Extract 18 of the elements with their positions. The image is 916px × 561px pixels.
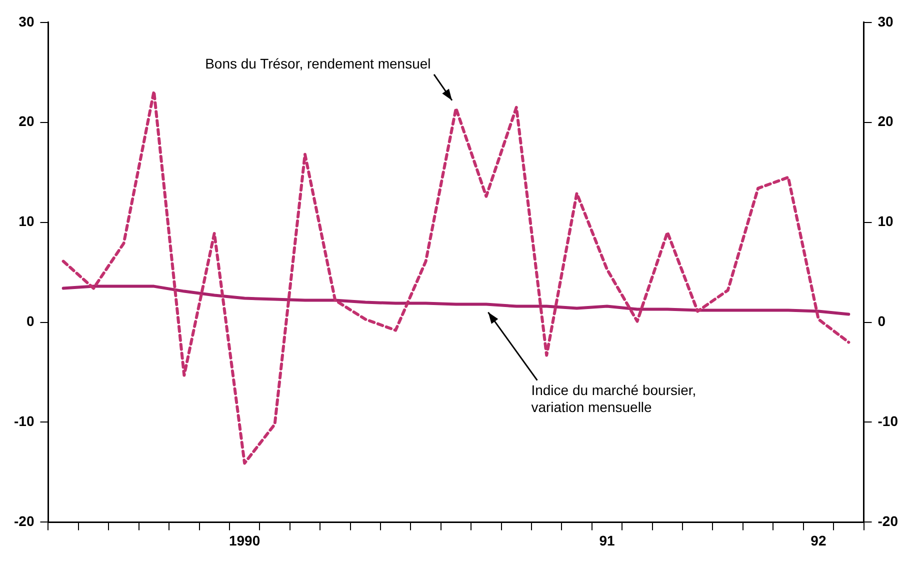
y2-tick-label: 20 bbox=[878, 113, 894, 130]
y2-tick-label: -10 bbox=[878, 413, 898, 430]
y-tick-label: -10 bbox=[14, 413, 34, 430]
x-tick-label: 91 bbox=[599, 532, 616, 548]
y2-tick-label: 10 bbox=[878, 213, 894, 230]
y-tick-label: 30 bbox=[18, 13, 34, 30]
x-tick-label: 1990 bbox=[228, 532, 260, 548]
text: Indice du marché boursier, variation mensuelle bbox=[531, 382, 696, 416]
y-tick-label: -20 bbox=[14, 513, 34, 530]
text: Bons du Trésor, rendement mensuel bbox=[205, 55, 431, 72]
y-tick-label: 20 bbox=[18, 113, 34, 130]
y2-tick-label: 30 bbox=[878, 13, 894, 30]
y-tick-label: 0 bbox=[26, 313, 34, 330]
y-tick-label: 10 bbox=[18, 213, 34, 230]
y2-tick-label: -20 bbox=[878, 513, 898, 530]
y2-tick-label: 0 bbox=[878, 313, 886, 330]
line-series bbox=[62, 90, 850, 465]
x-tick-label: 92 bbox=[810, 532, 826, 548]
